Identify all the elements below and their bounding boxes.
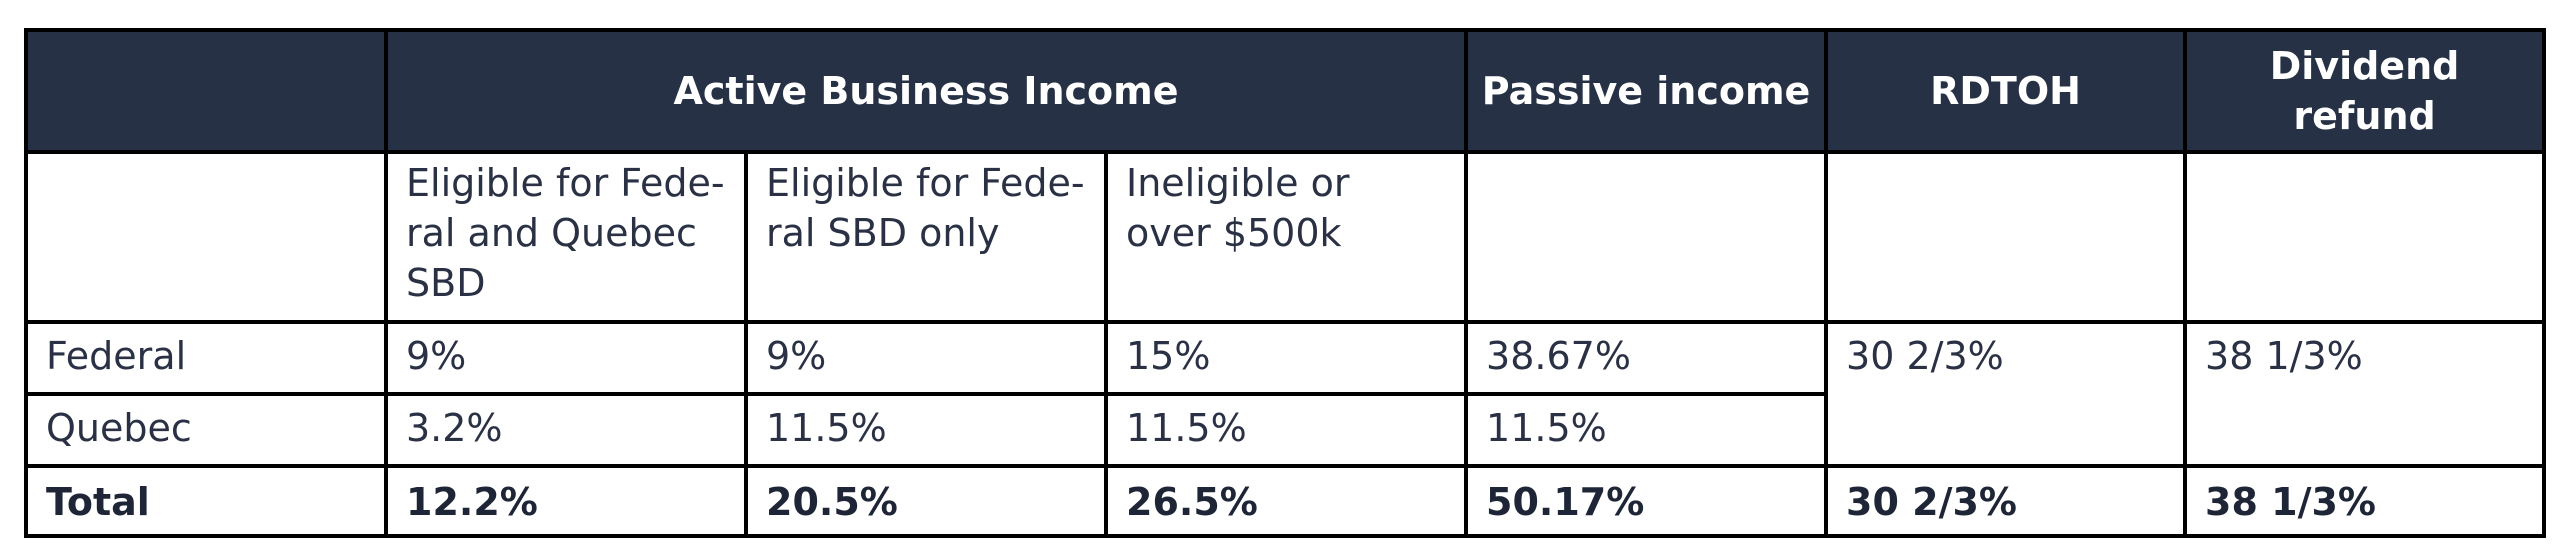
cell-dividend-refund-value: 38 1/3% xyxy=(2183,320,2547,468)
tax-rate-table: Active Business Income Passive income RD… xyxy=(24,28,2547,538)
subheader-ineligible: Ineligible or over $500k xyxy=(1103,150,1469,324)
subheader-empty-cell xyxy=(24,150,388,324)
cell-rdtoh-value: 30 2/3% xyxy=(1824,320,2188,468)
cell-federal-eligible-fed-only: 9% xyxy=(744,320,1108,396)
cell-total-passive: 50.17% xyxy=(1464,464,1829,538)
table-row-total: Total 12.2% 20.5% 26.5% 50.17% 30 2/3% 3… xyxy=(24,464,2547,538)
header-active-business-income: Active Business Income xyxy=(383,28,1469,154)
tax-rate-table-container: Active Business Income Passive income RD… xyxy=(24,28,2547,538)
cell-quebec-eligible-fed-quebec: 3.2% xyxy=(384,392,748,468)
header-row: Active Business Income Passive income RD… xyxy=(24,28,2547,154)
cell-federal-passive: 38.67% xyxy=(1464,320,1829,396)
cell-quebec-eligible-fed-only: 11.5% xyxy=(744,392,1108,468)
cell-federal-eligible-fed-quebec: 9% xyxy=(384,320,748,396)
cell-total-ineligible: 26.5% xyxy=(1103,464,1469,538)
subheader-dividend-empty xyxy=(2183,150,2547,324)
table-row-quebec: Quebec 3.2% 11.5% 11.5% 11.5% xyxy=(24,392,2544,468)
subheader-row: Eligible for Fede-ral and Quebec SBD Eli… xyxy=(24,150,2547,324)
subheader-eligible-federal-only: Eligible for Fede-ral SBD only xyxy=(744,150,1108,324)
cell-total-dividend-refund: 38 1/3% xyxy=(2183,464,2547,538)
cell-quebec-ineligible: 11.5% xyxy=(1103,392,1469,468)
row-label-quebec: Quebec xyxy=(24,392,388,468)
subheader-rdtoh-empty xyxy=(1824,150,2188,324)
cell-total-rdtoh: 30 2/3% xyxy=(1824,464,2188,538)
header-empty-cell xyxy=(24,28,388,154)
subheader-passive-empty xyxy=(1464,150,1829,324)
cell-total-eligible-fed-only: 20.5% xyxy=(744,464,1108,538)
cell-quebec-passive: 11.5% xyxy=(1464,392,1829,468)
cell-total-eligible-fed-quebec: 12.2% xyxy=(384,464,748,538)
row-label-total: Total xyxy=(24,464,388,538)
cell-federal-ineligible: 15% xyxy=(1103,320,1469,396)
header-dividend-refund: Dividend refund xyxy=(2183,28,2547,154)
subheader-eligible-federal-quebec: Eligible for Fede-ral and Quebec SBD xyxy=(384,150,748,324)
row-label-federal: Federal xyxy=(24,320,388,396)
header-rdtoh: RDTOH xyxy=(1824,28,2188,154)
table-row-federal: Federal 9% 9% 15% 38.67% 30 2/3% 38 1/3% xyxy=(24,320,2547,468)
header-passive-income: Passive income xyxy=(1464,28,1829,154)
